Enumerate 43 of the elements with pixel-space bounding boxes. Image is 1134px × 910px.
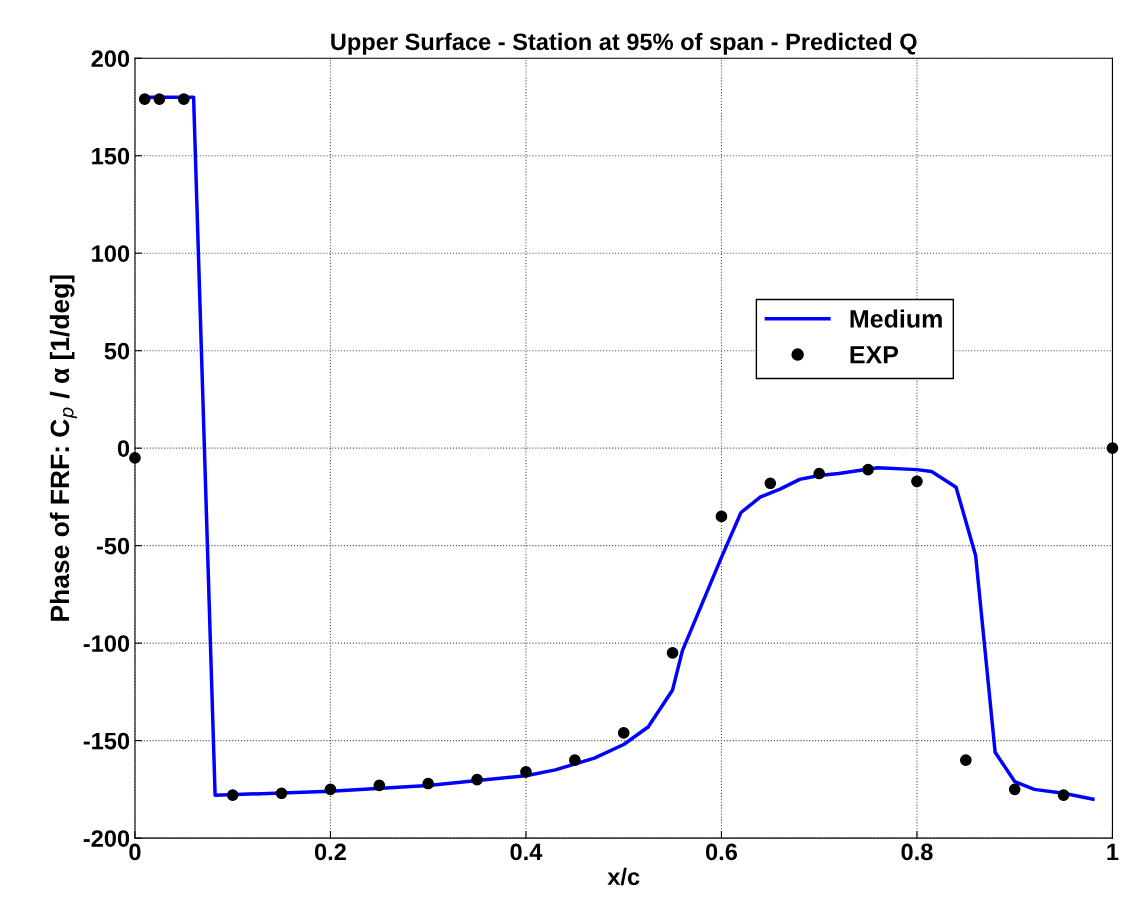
x-tick-label: 0.2	[314, 843, 346, 861]
chart-title: Upper Surface - Station at 95% of span - Predicted Q	[331, 32, 917, 55]
point	[1106, 442, 1119, 455]
point	[129, 452, 141, 464]
point	[666, 647, 679, 659]
point	[862, 463, 874, 476]
point	[324, 783, 337, 796]
point	[959, 754, 972, 766]
point	[275, 787, 288, 800]
y-axis-title: Phase of FRF: C$_{p}$ / α [1/deg]	[49, 275, 78, 621]
point	[520, 765, 532, 778]
point	[422, 777, 435, 790]
point	[471, 773, 483, 786]
y-tick-label: 150	[92, 147, 130, 165]
y-tick-label: 50	[104, 342, 130, 360]
x-tick-label: 0	[129, 843, 141, 861]
x-tick-label: 1	[1107, 843, 1119, 861]
point	[1008, 783, 1021, 796]
point	[153, 93, 166, 106]
point	[138, 93, 151, 106]
point	[715, 510, 728, 523]
y-tick-label: 100	[92, 245, 130, 262]
point	[764, 477, 777, 490]
point	[177, 93, 190, 106]
y-tick-label: -200	[83, 830, 130, 847]
x-tick-label: 0.8	[901, 843, 933, 861]
y-tick-label: -150	[83, 732, 130, 750]
y-tick-label: -50	[96, 537, 130, 555]
x-axis-title: x/c	[607, 867, 640, 886]
legend-label: EXP	[850, 346, 899, 364]
point	[568, 754, 581, 766]
point	[813, 467, 826, 480]
point	[911, 475, 923, 488]
x-tick-label: 0.6	[705, 843, 738, 861]
y-tick-label: -100	[83, 635, 130, 652]
y-tick-label: 200	[91, 50, 130, 68]
point	[226, 789, 239, 802]
legend-label: Medium	[850, 309, 942, 328]
y-tick-label: 0	[117, 440, 130, 457]
x-tick-label: 0.4	[510, 843, 543, 861]
point	[373, 779, 386, 792]
point	[1057, 789, 1070, 802]
point	[617, 726, 630, 739]
